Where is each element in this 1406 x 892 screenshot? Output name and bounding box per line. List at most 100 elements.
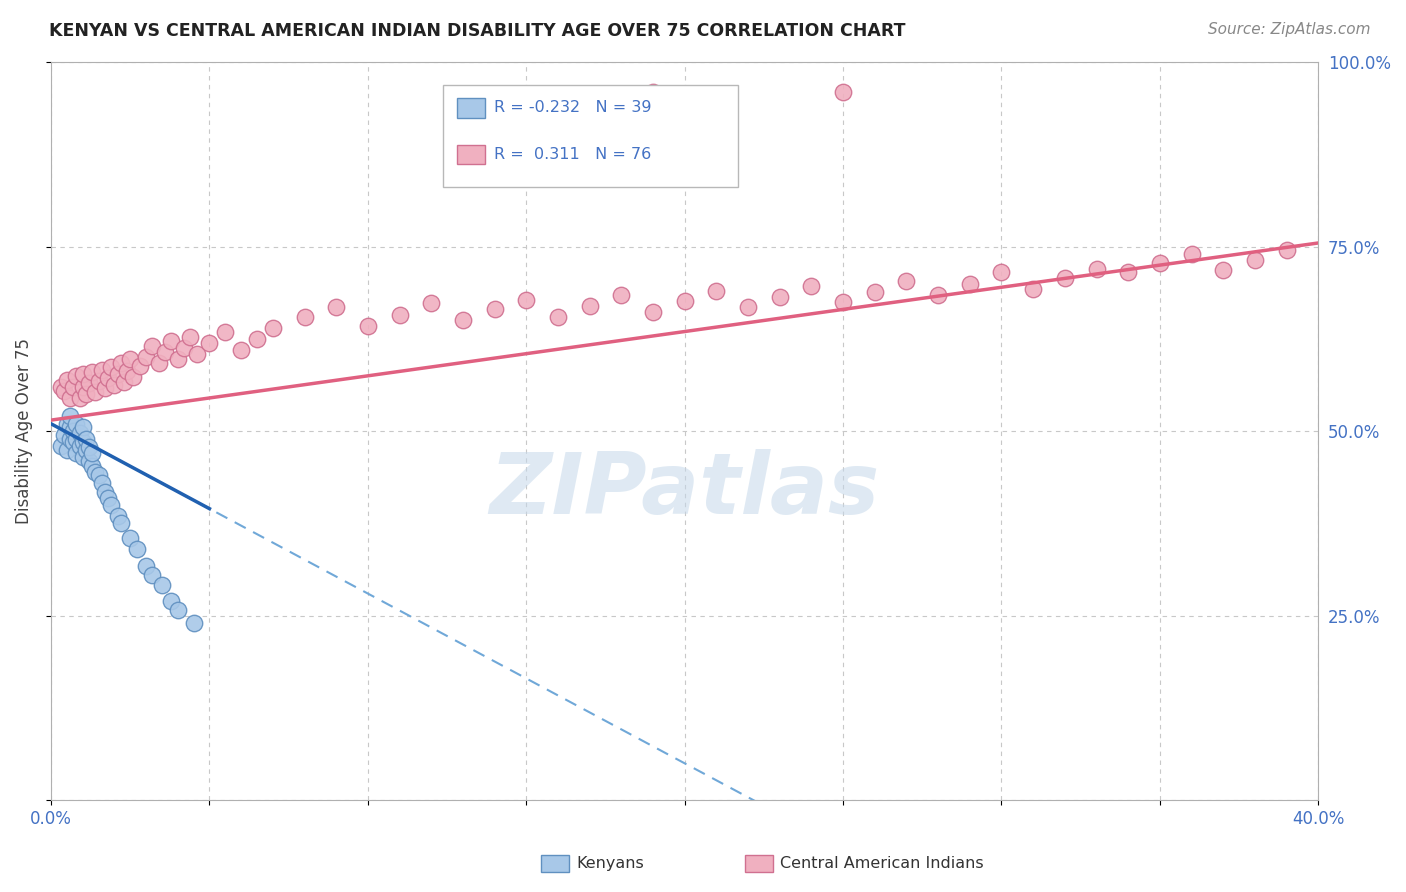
Point (94, 381, 117, 395)
Point (1053, 270, 1076, 285)
Point (115, 364, 138, 378)
Point (77, 441, 100, 455)
Text: R =  0.311   N = 76: R = 0.311 N = 76 (494, 147, 651, 161)
Point (62, 380, 84, 394)
Point (56, 442, 79, 457)
Point (77, 376, 100, 391)
Point (56, 372, 79, 386)
Point (52, 428, 75, 442)
Point (72, 450, 94, 464)
Point (65, 446, 87, 460)
Point (959, 277, 981, 291)
Point (72, 367, 94, 381)
Point (990, 265, 1012, 279)
Point (325, 300, 347, 314)
Point (94, 484, 117, 499)
Point (1116, 265, 1139, 279)
Text: Source: ZipAtlas.com: Source: ZipAtlas.com (1208, 22, 1371, 37)
Point (153, 345, 176, 359)
Point (59, 432, 82, 446)
Point (141, 568, 163, 582)
Y-axis label: Disability Age Over 75: Disability Age Over 75 (15, 338, 32, 524)
Point (69, 425, 91, 440)
Point (110, 516, 132, 531)
Point (148, 355, 170, 369)
Point (72, 435, 94, 450)
Point (100, 359, 122, 374)
Point (75, 442, 97, 457)
Point (183, 616, 205, 631)
Point (135, 558, 157, 573)
Point (56, 417, 79, 431)
Point (100, 498, 122, 512)
Point (65, 432, 87, 446)
Point (52, 384, 75, 398)
Point (451, 313, 474, 327)
Point (65, 368, 87, 383)
Point (77, 453, 100, 467)
Point (704, 284, 727, 298)
Point (769, 290, 792, 304)
Point (82, 365, 104, 379)
Point (262, 321, 284, 335)
Point (135, 351, 157, 365)
Point (231, 343, 253, 357)
Point (75, 387, 97, 401)
Point (59, 420, 82, 434)
Point (832, 85, 855, 99)
Point (863, 285, 886, 300)
Point (122, 370, 145, 384)
Point (120, 351, 142, 366)
Point (69, 391, 91, 405)
Point (1022, 282, 1045, 296)
Point (673, 293, 696, 308)
Point (69, 439, 91, 453)
Text: R = -0.232   N = 39: R = -0.232 N = 39 (494, 101, 651, 115)
Point (62, 424, 84, 438)
Point (832, 295, 855, 310)
Point (515, 293, 537, 307)
Point (97, 371, 120, 385)
Point (49, 380, 72, 394)
Point (87, 374, 110, 388)
Text: Central American Indians: Central American Indians (780, 856, 984, 871)
Point (97, 491, 120, 505)
Point (166, 603, 188, 617)
Text: ZIPatlas: ZIPatlas (489, 449, 880, 532)
Point (578, 299, 600, 313)
Point (90, 475, 112, 490)
Point (357, 318, 380, 333)
Point (1180, 247, 1202, 261)
Point (49, 439, 72, 453)
Point (110, 356, 132, 370)
Point (610, 287, 633, 301)
Text: KENYAN VS CENTRAL AMERICAN INDIAN DISABILITY AGE OVER 75 CORRELATION CHART: KENYAN VS CENTRAL AMERICAN INDIAN DISABI… (49, 22, 905, 40)
Point (65, 417, 87, 431)
Point (1244, 252, 1267, 267)
Point (103, 378, 125, 392)
Point (198, 335, 221, 350)
Point (59, 409, 82, 424)
Point (641, 304, 664, 318)
Point (1212, 263, 1234, 277)
Point (160, 594, 183, 608)
Point (388, 308, 411, 322)
Point (246, 332, 269, 346)
Point (547, 128, 569, 143)
Point (125, 542, 148, 557)
Point (141, 339, 163, 353)
Point (87, 468, 110, 483)
Point (59, 391, 82, 405)
Text: Kenyans: Kenyans (576, 856, 644, 871)
Point (62, 435, 84, 450)
Point (451, 166, 474, 180)
Point (1085, 261, 1108, 276)
Point (82, 446, 104, 460)
Point (166, 351, 188, 366)
Point (128, 359, 150, 374)
Point (927, 287, 949, 301)
Point (1275, 244, 1298, 258)
Point (120, 531, 142, 545)
Point (90, 363, 112, 377)
Point (420, 296, 443, 310)
